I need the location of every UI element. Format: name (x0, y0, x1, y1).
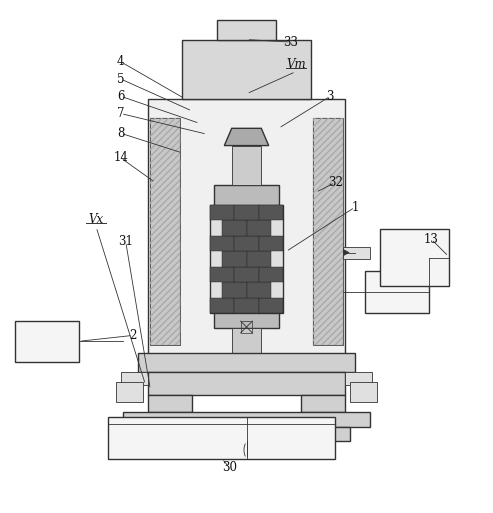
Text: 4: 4 (117, 55, 125, 68)
Bar (15, 321, 79, 363)
Bar (123, 412, 370, 427)
Bar (259, 298, 283, 313)
Bar (116, 382, 143, 402)
Text: 32: 32 (328, 176, 343, 189)
Text: 5: 5 (117, 72, 125, 86)
Bar (214, 185, 279, 205)
Bar (222, 282, 246, 298)
Bar (365, 271, 429, 313)
Bar (148, 98, 345, 355)
Text: 2: 2 (130, 329, 137, 342)
Bar (148, 394, 192, 412)
Bar (210, 205, 234, 220)
Text: Vm: Vm (286, 58, 306, 71)
Bar (232, 146, 261, 185)
Bar (313, 119, 343, 345)
Bar (148, 372, 345, 394)
Bar (313, 119, 343, 345)
Bar (259, 205, 283, 220)
Text: 6: 6 (117, 90, 125, 103)
Bar (234, 236, 259, 251)
Bar (222, 220, 246, 236)
Bar (182, 40, 311, 98)
Bar (214, 313, 279, 328)
Text: Vx: Vx (89, 213, 104, 226)
Bar (241, 247, 252, 259)
Bar (234, 298, 259, 313)
Text: 3: 3 (326, 90, 334, 103)
Polygon shape (344, 250, 349, 255)
Bar (380, 229, 449, 286)
Bar (150, 119, 180, 345)
Text: 33: 33 (283, 35, 298, 49)
Bar (345, 372, 372, 385)
Bar (210, 267, 234, 282)
Bar (301, 394, 345, 412)
Bar (222, 251, 246, 267)
Text: 14: 14 (113, 151, 128, 164)
Bar (108, 417, 335, 459)
Bar (232, 328, 261, 360)
Text: 31: 31 (118, 235, 133, 248)
Text: 13: 13 (424, 233, 439, 246)
Bar (138, 352, 355, 372)
Bar (259, 267, 283, 282)
Text: 7: 7 (117, 107, 125, 120)
Bar (234, 267, 259, 282)
Text: 1: 1 (352, 201, 358, 214)
Bar (259, 236, 283, 251)
Bar (210, 205, 283, 313)
Bar (241, 321, 252, 333)
Bar (210, 236, 234, 251)
Bar (217, 20, 276, 40)
Bar (143, 427, 350, 441)
Bar (246, 251, 271, 267)
Bar (343, 247, 370, 259)
Bar (121, 372, 148, 385)
Text: 8: 8 (117, 127, 124, 140)
Bar (246, 220, 271, 236)
Bar (350, 382, 377, 402)
Polygon shape (224, 128, 269, 146)
Text: 30: 30 (222, 461, 237, 474)
Bar (234, 205, 259, 220)
Bar (246, 282, 271, 298)
Bar (210, 298, 234, 313)
Bar (150, 119, 180, 345)
